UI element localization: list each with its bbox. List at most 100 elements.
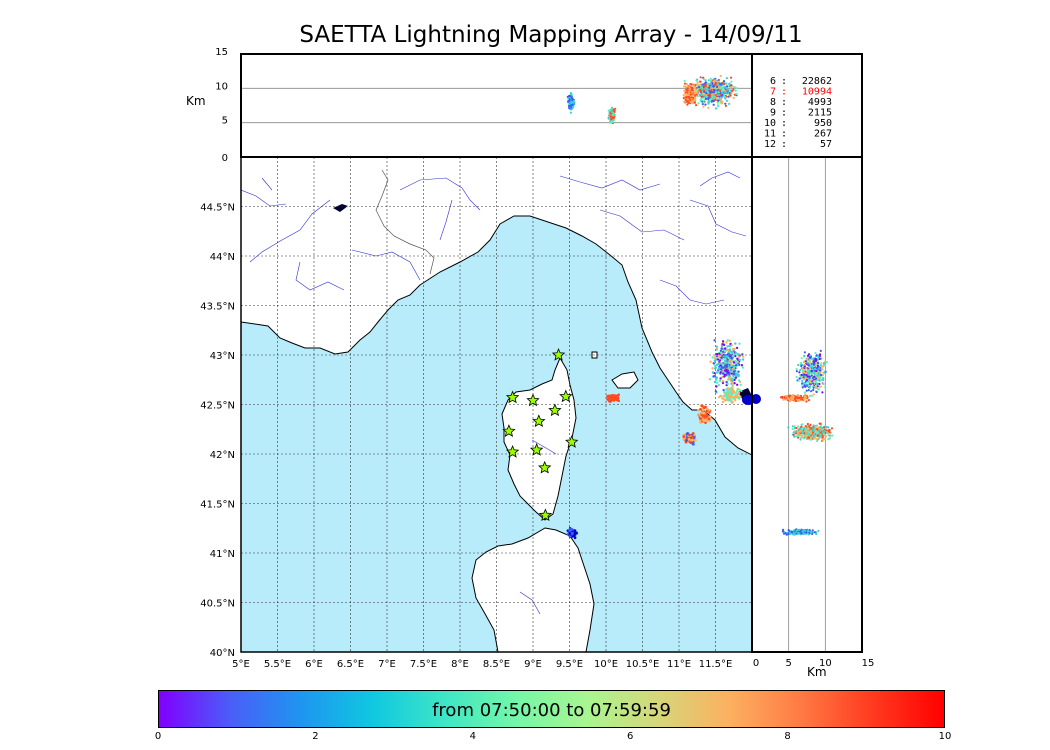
- lightning-source-point: [709, 92, 712, 95]
- lightning-source-point: [810, 436, 813, 439]
- lightning-source-point: [691, 442, 694, 445]
- lightning-source-point: [812, 388, 815, 392]
- lightning-source-point: [733, 372, 736, 375]
- lightning-source-point: [797, 395, 800, 398]
- lightning-source-point: [712, 88, 716, 92]
- lightning-source-point: [716, 85, 719, 89]
- lightning-source-point: [693, 92, 696, 95]
- lightning-source-point: [721, 372, 725, 375]
- right-panel-frame: [751, 156, 863, 653]
- lightning-source-point: [725, 87, 728, 90]
- lightning-source-point: [808, 425, 811, 428]
- lightning-source-point: [685, 82, 688, 86]
- lightning-source-point: [730, 370, 733, 373]
- lightning-source-point: [721, 381, 725, 385]
- lightning-source-point: [714, 79, 717, 82]
- lightning-source-point: [822, 382, 825, 385]
- lightning-source-point: [718, 396, 721, 399]
- lightning-source-point: [705, 413, 708, 417]
- lightning-source-point: [821, 365, 824, 368]
- lightning-source-point: [738, 342, 741, 345]
- lightning-source-point: [720, 356, 723, 359]
- lightning-source-point: [732, 96, 735, 99]
- lightning-source-point: [819, 422, 822, 425]
- lightning-source-point: [721, 86, 724, 89]
- lon-tick-label: 6°E: [305, 659, 323, 670]
- top-panel-gridlines: [241, 87, 752, 124]
- lightning-source-point: [715, 371, 719, 374]
- lightning-source-point: [709, 96, 712, 99]
- lightning-source-point: [805, 379, 809, 382]
- lightning-source-point: [728, 361, 731, 364]
- lightning-source-point: [574, 531, 578, 535]
- lightning-source-point: [734, 391, 738, 394]
- top-panel-tick-label: 0: [222, 153, 228, 164]
- lightning-source-point: [800, 373, 803, 377]
- lightning-source-point: [687, 437, 691, 441]
- lightning-source-point: [700, 85, 704, 88]
- lightning-source-point: [724, 104, 728, 107]
- lightning-source-point: [804, 425, 807, 428]
- lightning-source-point: [684, 82, 687, 85]
- lightning-source-point: [818, 376, 821, 379]
- lightning-source-point: [725, 82, 728, 85]
- colorbar-time-range: from 07:50:00 to 07:59:59: [432, 700, 671, 721]
- lightning-source-point: [796, 532, 800, 535]
- lightning-source-point: [795, 370, 799, 373]
- lightning-source-point: [828, 434, 832, 437]
- lightning-source-point: [608, 395, 612, 398]
- lightning-source-point: [726, 390, 730, 393]
- lightning-source-point: [722, 80, 726, 83]
- lightning-source-point: [787, 529, 790, 532]
- lightning-source-point: [723, 375, 726, 378]
- lightning-source-point: [732, 85, 735, 89]
- lightning-source-point: [696, 78, 699, 81]
- lightning-source-point: [795, 529, 798, 532]
- lightning-source-point: [815, 359, 818, 362]
- lightning-source-point: [807, 530, 810, 533]
- lightning-source-point: [818, 357, 821, 361]
- country-border: [375, 169, 435, 275]
- lightning-source-point: [808, 375, 811, 378]
- lightning-source-point: [694, 439, 697, 442]
- lon-tick-label: 9.5°E: [556, 659, 583, 670]
- lightning-source-point: [716, 89, 719, 92]
- lightning-source-point: [690, 97, 693, 100]
- lightning-source-point: [783, 532, 786, 535]
- station-count-row: 12: 57: [764, 139, 832, 150]
- lightning-source-point: [708, 415, 712, 419]
- lightning-source-point: [719, 377, 722, 380]
- right-panel-tick-label: 10: [819, 658, 832, 669]
- lightning-source-point: [730, 378, 733, 381]
- lightning-source-point: [725, 397, 729, 400]
- lightning-source-point: [692, 84, 695, 87]
- lightning-source-point: [725, 394, 729, 397]
- lightning-source-point: [819, 385, 822, 388]
- lightning-source-point: [726, 88, 729, 91]
- storm-cell-coast: [697, 404, 712, 425]
- lightning-source-point: [812, 393, 815, 396]
- map-grid: [241, 157, 752, 652]
- lightning-source-point: [740, 364, 744, 367]
- lightning-source-point: [704, 81, 707, 84]
- lightning-source-point: [570, 100, 573, 103]
- lightning-source-point: [812, 424, 815, 427]
- lightning-source-point: [822, 432, 826, 435]
- right-panel-gridlines: [788, 157, 826, 652]
- lightning-source-point: [804, 385, 807, 388]
- lightning-source-point: [730, 344, 733, 347]
- lightning-source-point: [573, 529, 577, 532]
- lightning-source-point: [787, 533, 790, 536]
- lightning-source-point: [701, 404, 704, 408]
- lightning-source-point: [728, 83, 731, 86]
- lightning-source-point: [796, 431, 800, 434]
- lightning-source-point: [708, 378, 712, 381]
- lightning-source-point: [800, 398, 803, 401]
- lightning-source-point: [694, 84, 697, 87]
- lightning-source-point: [730, 350, 733, 354]
- lon-tick-label: 11°E: [667, 659, 691, 670]
- lightning-source-point: [822, 378, 825, 381]
- lightning-source-point: [570, 104, 573, 107]
- lightning-source-point: [810, 369, 813, 373]
- lightning-source-point: [725, 388, 728, 391]
